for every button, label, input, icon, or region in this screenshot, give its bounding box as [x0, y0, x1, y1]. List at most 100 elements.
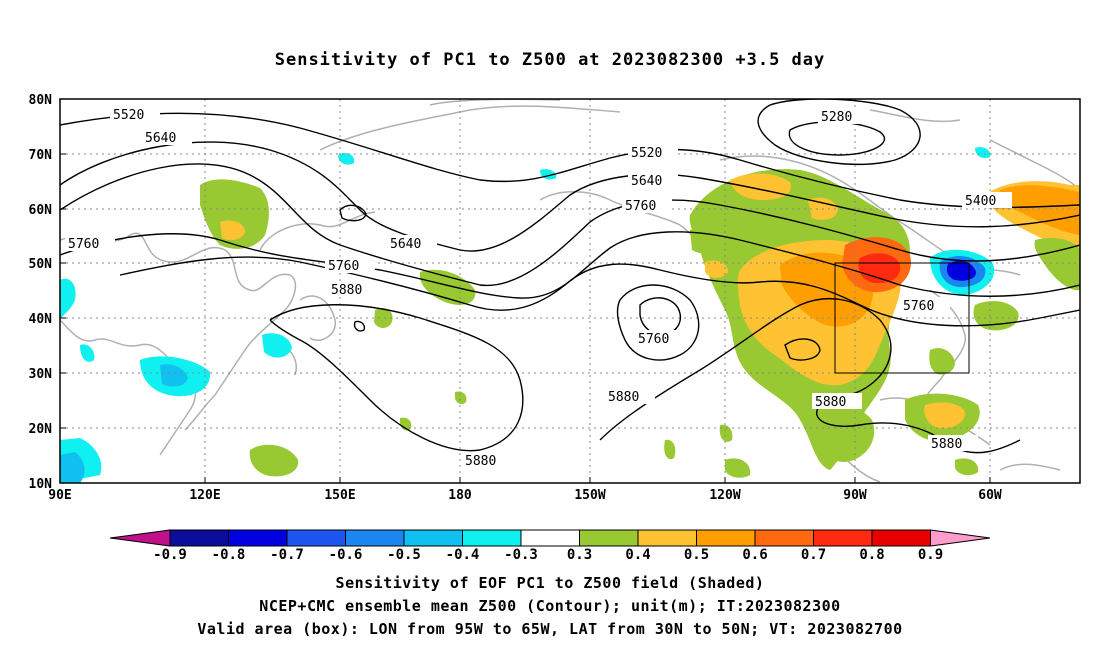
- sensitivity-map: 80N 70N 60N 50N 40N 30N 20N 10N 90E 120E…: [29, 93, 1081, 563]
- contour-label: 5880: [331, 283, 362, 298]
- colorbar-swatch: [403, 529, 463, 547]
- colorbar-label: -0.7: [270, 547, 304, 563]
- lat-label: 20N: [29, 422, 53, 437]
- lat-label: 10N: [29, 477, 53, 492]
- colorbar-swatch: [871, 529, 931, 547]
- contour-label: 5640: [631, 174, 662, 189]
- lon-label: 120E: [189, 488, 220, 503]
- colorbar-swatch: [579, 529, 639, 547]
- lon-label: 150E: [324, 488, 355, 503]
- lon-label: 180: [448, 488, 472, 503]
- colorbar-swatch: [169, 529, 229, 547]
- colorbar-swatch: [462, 529, 522, 547]
- contour-label: 5760: [68, 237, 99, 252]
- lon-label: 90W: [843, 488, 867, 503]
- colorbar-label: -0.9: [153, 547, 187, 563]
- lat-label: 80N: [29, 93, 53, 108]
- colorbar-label: -0.5: [387, 547, 421, 563]
- positive-blob-central: [719, 424, 733, 442]
- contour-label-bg: [962, 192, 1012, 208]
- colorbar-swatch: [813, 529, 873, 547]
- lon-label: 120W: [709, 488, 740, 503]
- positive-blob-sa: [955, 458, 979, 476]
- colorbar-swatch: [637, 529, 697, 547]
- positive-blob-caribbean2: [929, 348, 955, 375]
- contour-label-bg: [387, 235, 437, 251]
- lat-labels: 80N 70N 60N 50N 40N 30N 20N 10N: [29, 93, 53, 492]
- grid-lines: [60, 99, 1080, 483]
- lon-label: 150W: [574, 488, 605, 503]
- contour-label-bg: [900, 297, 950, 313]
- contour-label-bg: [628, 144, 678, 160]
- valid-area-box: [834, 262, 970, 374]
- colorbar-swatch: [345, 529, 405, 547]
- colorbar-swatch: [520, 529, 580, 547]
- contour-label-bg: [818, 108, 868, 124]
- contour-label: 5880: [608, 390, 639, 405]
- positive-blob-nw-pac: [419, 269, 476, 305]
- contour-label-bg: [622, 197, 672, 213]
- contour-label-bg: [65, 235, 115, 251]
- colorbar-swatch: [696, 529, 756, 547]
- positive-blob-caribbean-y: [924, 402, 966, 429]
- colorbar-label: -0.8: [212, 547, 246, 563]
- contour-label: 5520: [631, 146, 662, 161]
- z500-contours: [60, 99, 1080, 454]
- lat-label: 40N: [29, 312, 53, 327]
- contour-label-bg: [462, 452, 512, 468]
- lat-label: 70N: [29, 148, 53, 163]
- lon-label: 60W: [978, 488, 1002, 503]
- contour-label-bg: [628, 172, 678, 188]
- colorbar-label: 0.4: [625, 547, 650, 563]
- lon-label: 90E: [48, 488, 71, 503]
- contour-label: 5880: [815, 395, 846, 410]
- colorbar-label: -0.6: [329, 547, 363, 563]
- footer-line-contour: NCEP+CMC ensemble mean Z500 (Contour); u…: [259, 597, 841, 615]
- positive-blob-pac-small2: [249, 444, 299, 477]
- footer-line-shading: Sensitivity of EOF PC1 to Z500 field (Sh…: [335, 574, 765, 592]
- axis-ticks: [60, 98, 991, 484]
- contour-label: 5760: [328, 259, 359, 274]
- negative-blob-taiwan: [262, 333, 292, 358]
- contour-label-bg: [328, 281, 378, 297]
- contour-labels: 5520 5640 5760 5640 5760 5880 5520 5640 …: [65, 106, 1012, 469]
- footer-line-valid-area: Valid area (box): LON from 95W to 65W, L…: [197, 620, 903, 638]
- colorbar-label: 0.8: [859, 547, 884, 563]
- negative-blob-w2: [80, 344, 95, 362]
- positive-blob-ne-green: [1034, 238, 1080, 291]
- contour-label: 5880: [465, 454, 496, 469]
- colorbar-label: 0.6: [742, 547, 767, 563]
- lat-label: 60N: [29, 203, 53, 218]
- shaded-sensitivity: [60, 147, 1080, 483]
- colorbar-label: 0.5: [684, 547, 709, 563]
- positive-blob-pac-small3: [455, 391, 467, 405]
- contour-label-bg: [635, 330, 685, 346]
- colorbar-low-arrow: [109, 529, 171, 547]
- negative-blob-asia2: [160, 364, 188, 387]
- page-title: Sensitivity of PC1 to Z500 at 2023082300…: [274, 50, 826, 70]
- positive-blob-pac-small: [374, 308, 393, 328]
- colorbar-swatch: [754, 529, 814, 547]
- lat-label: 50N: [29, 257, 53, 272]
- contour-label: 5760: [903, 299, 934, 314]
- positive-blob-asia: [200, 179, 269, 249]
- lat-label: 30N: [29, 367, 53, 382]
- contour-label-bg: [110, 106, 160, 122]
- negative-blob-arctic3: [975, 147, 991, 158]
- map-frame: [59, 98, 1081, 484]
- positive-blob-mexico: [725, 458, 751, 478]
- contour-label: 5640: [145, 131, 176, 146]
- contour-label: 5880: [931, 437, 962, 452]
- contour-label-bg: [605, 388, 655, 404]
- contour-label: 5760: [625, 199, 656, 214]
- contour-label-bg: [812, 393, 862, 409]
- negative-blob-india2: [60, 452, 85, 483]
- colorbar-label: -0.3: [504, 547, 538, 563]
- colorbar-swatch: [228, 529, 288, 547]
- colorbar-swatch: [286, 529, 346, 547]
- contour-label: 5640: [390, 237, 421, 252]
- positive-blob-ne-orange: [999, 185, 1080, 235]
- contour-label: 5760: [638, 332, 669, 347]
- colorbar: [109, 529, 991, 547]
- positive-blob-nw-na-y: [705, 260, 728, 278]
